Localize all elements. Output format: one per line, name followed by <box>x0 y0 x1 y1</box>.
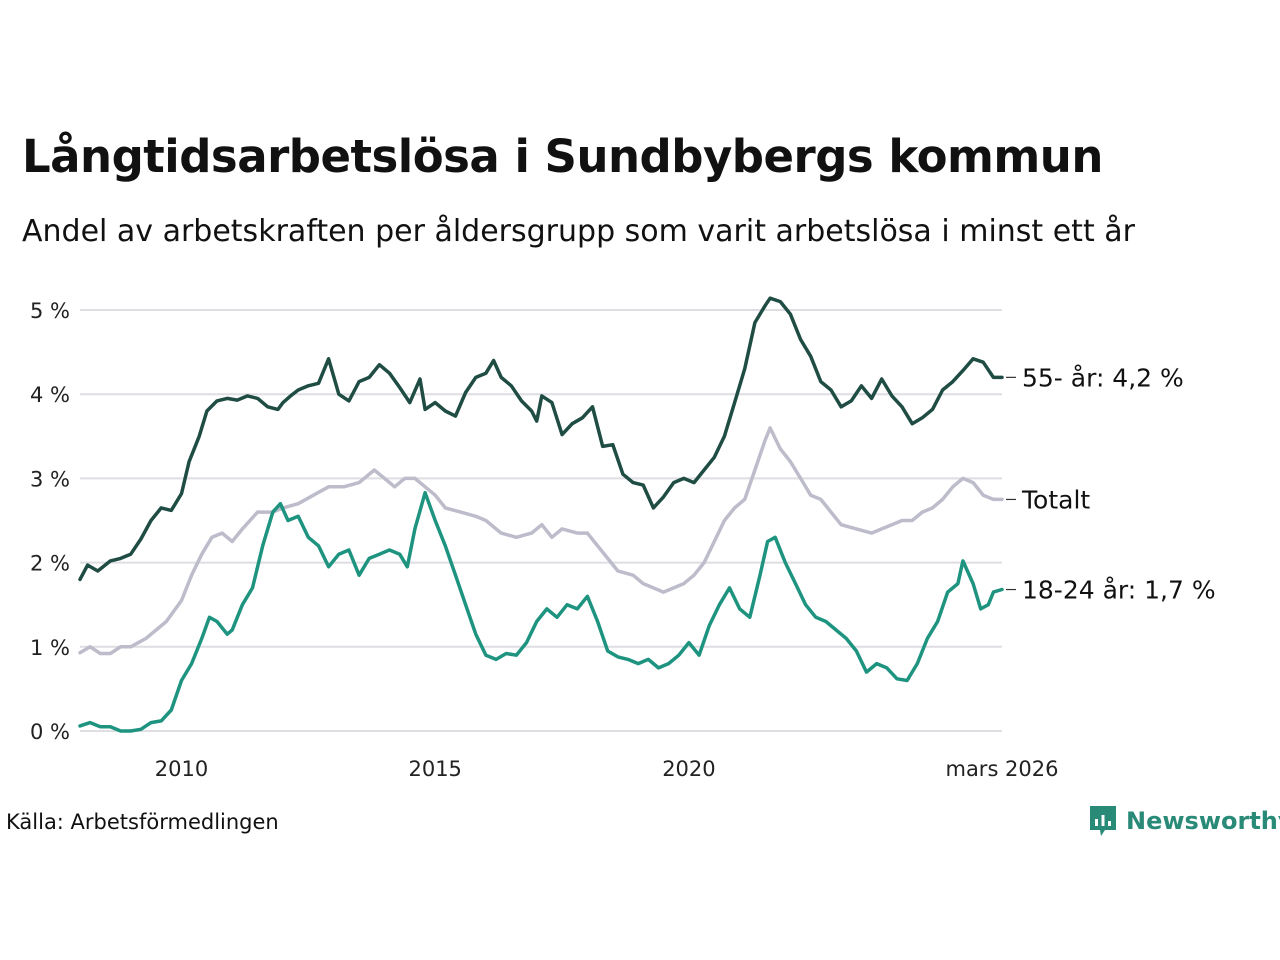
y-tick-label: 1 % <box>30 636 70 660</box>
newsworthy-logo-icon <box>1090 806 1116 836</box>
x-tick-label: 2010 <box>155 757 208 781</box>
y-tick-label: 0 % <box>30 720 70 744</box>
chart-title: Långtidsarbetslösa i Sundbybergs kommun <box>22 130 1103 183</box>
series-line <box>78 296 1004 582</box>
series-end-labels: 55- år: 4,2 % Totalt 18-24 år: 1,7 % <box>1006 363 1216 605</box>
chart-subtitle: Andel av arbetskraften per åldersgrupp s… <box>22 214 1135 249</box>
series-end-label: Totalt <box>1021 485 1090 514</box>
x-tick-label: mars 2026 <box>945 757 1058 781</box>
series-end-label: 18-24 år: 1,7 % <box>1022 576 1216 605</box>
newsworthy-logo[interactable]: Newsworthy <box>1088 804 1280 838</box>
x-tick-label: 2015 <box>408 757 461 781</box>
y-tick-label: 5 % <box>30 299 70 323</box>
x-tick-label: 2020 <box>662 757 715 781</box>
y-axis: 0 % 1 % 2 % 3 % 4 % 5 % <box>30 299 70 744</box>
y-tick-label: 3 % <box>30 467 70 491</box>
series-line <box>78 426 1004 656</box>
y-tick-label: 4 % <box>30 383 70 407</box>
series-lines <box>78 296 1004 733</box>
newsworthy-logo-text: Newsworthy <box>1126 807 1280 835</box>
y-tick-label: 2 % <box>30 552 70 576</box>
series-line <box>78 490 1004 733</box>
series-end-label: 55- år: 4,2 % <box>1022 363 1184 392</box>
source-note: Källa: Arbetsförmedlingen <box>6 810 279 834</box>
x-axis: 2010 2015 2020 mars 2026 <box>155 757 1059 781</box>
grid-lines <box>80 309 1002 732</box>
